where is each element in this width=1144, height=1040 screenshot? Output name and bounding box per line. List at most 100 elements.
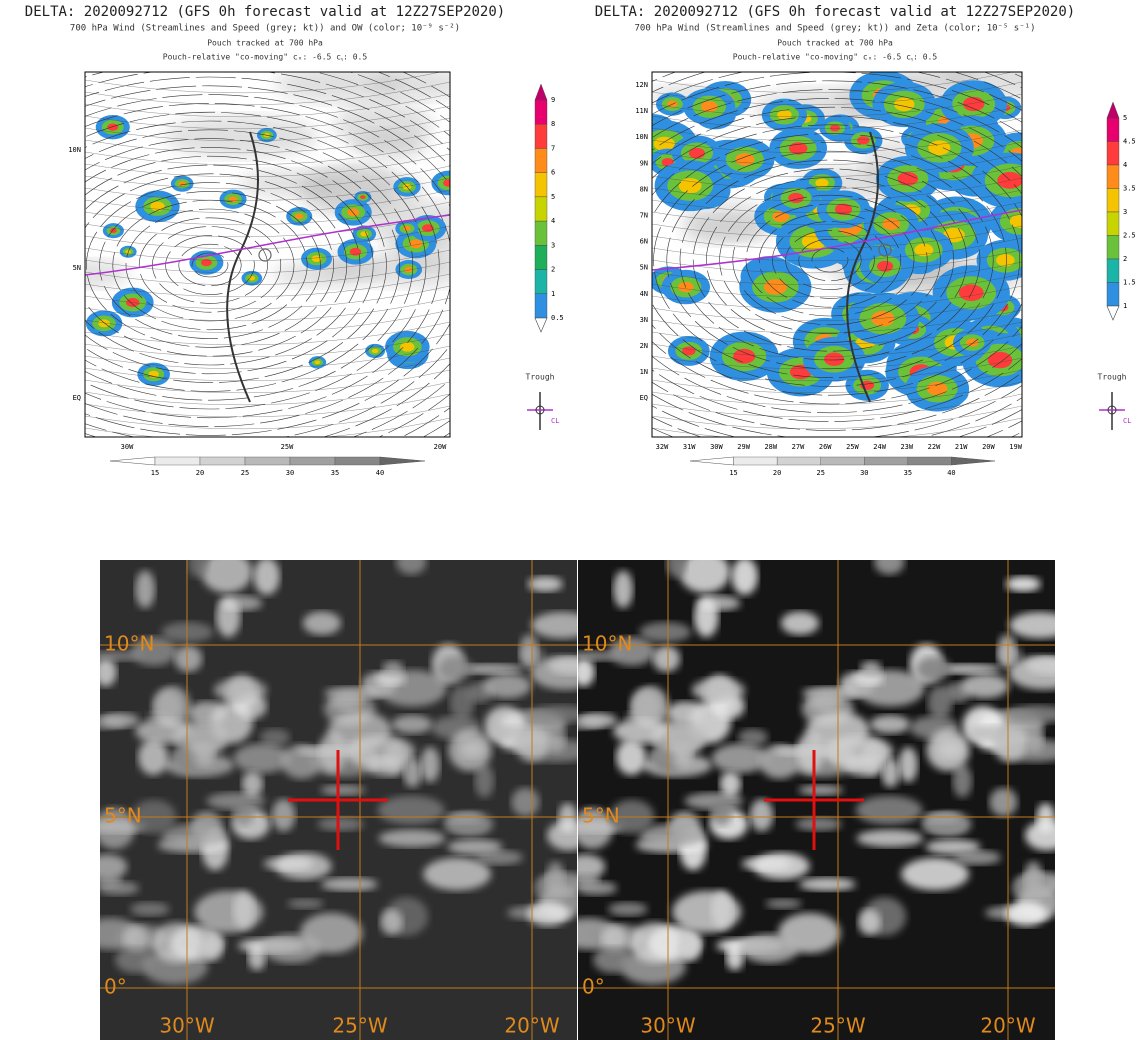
lon-label: 25°W <box>332 1014 387 1038</box>
cloud <box>799 877 855 891</box>
vorticity-blob <box>347 208 359 216</box>
cloud <box>966 725 1031 741</box>
vorticity-blob <box>409 239 422 248</box>
speedbar-segment <box>335 457 380 465</box>
colorbar-segment <box>1107 118 1119 142</box>
cloud <box>186 723 229 754</box>
speedbar-label: 30 <box>286 469 294 477</box>
cloud <box>475 850 523 865</box>
speedbar-right <box>951 457 995 465</box>
vorticity-blob <box>830 125 840 132</box>
lat-label: 10°N <box>582 632 632 656</box>
cloud <box>870 715 911 734</box>
cloud <box>664 723 707 754</box>
legend-title: Trough <box>1098 373 1127 382</box>
cloud <box>96 873 122 889</box>
cloud <box>646 751 676 761</box>
speedbar-segment <box>290 457 335 465</box>
cloud <box>640 622 692 642</box>
cloud <box>175 645 203 672</box>
colorbar-segment <box>1107 189 1119 213</box>
y-axis-label: EQ <box>640 394 648 402</box>
vorticity-blob <box>229 196 238 202</box>
vorticity-blob <box>701 101 718 112</box>
cloud <box>732 557 758 595</box>
cloud <box>233 799 255 826</box>
cloud <box>616 739 646 775</box>
colorbar-label: 7 <box>551 144 555 152</box>
speedbar-right <box>380 457 425 465</box>
colorbar-label: 1 <box>551 290 555 298</box>
speedbar-label: 40 <box>947 469 955 477</box>
cloud <box>558 803 577 833</box>
cloud <box>378 829 445 847</box>
cloud <box>928 685 953 720</box>
speedbar-label: 20 <box>196 469 204 477</box>
cloud <box>254 557 280 595</box>
speed-shade <box>239 170 341 198</box>
cloud <box>1009 656 1078 690</box>
cloud <box>1006 705 1070 723</box>
lat-label: 0° <box>104 975 127 999</box>
colorbar-segment <box>1107 236 1119 260</box>
speedbar-label: 35 <box>331 469 339 477</box>
cloud <box>262 934 320 963</box>
lon-label: 20°W <box>980 1014 1035 1038</box>
colorbar-label: 4 <box>1123 161 1127 169</box>
cloud <box>613 719 671 744</box>
cloud <box>448 729 491 771</box>
cloud <box>858 909 881 935</box>
cloud <box>392 715 433 734</box>
colorbar-label: 4 <box>551 217 555 225</box>
cloud <box>860 661 882 677</box>
figure: DELTA: 2020092712 (GFS 0h forecast valid… <box>0 0 1144 1040</box>
speedbar-label: 15 <box>729 469 737 477</box>
cloud <box>694 597 718 637</box>
legend-title: Trough <box>526 373 555 382</box>
y-axis-label: 4N <box>640 290 648 298</box>
cloud <box>997 634 1016 668</box>
cloud <box>754 852 810 879</box>
x-axis-label: 25W <box>846 443 859 451</box>
y-axis-label: 2N <box>640 342 648 350</box>
cloud <box>989 788 1017 817</box>
vorticity-blob <box>882 218 900 230</box>
y-axis-label: 5N <box>73 264 81 272</box>
cloud <box>272 799 295 832</box>
cloud <box>330 694 363 711</box>
lat-label: 5°N <box>104 804 142 828</box>
cloud <box>445 812 483 824</box>
cloud <box>653 645 681 672</box>
y-axis-label: 9N <box>640 159 648 167</box>
speedbar-segment <box>864 457 908 465</box>
cloud <box>1026 723 1044 753</box>
cloud <box>679 551 730 593</box>
panel-subtitle: 700 hPa Wind (Streamlines and Speed (gre… <box>635 24 1036 34</box>
speedbar-segment <box>155 457 200 465</box>
panel-subtitle: 700 hPa Wind (Streamlines and Speed (gre… <box>70 24 460 34</box>
cloud <box>1024 861 1043 896</box>
cloud <box>1006 902 1047 927</box>
x-axis-label: 30W <box>710 443 723 451</box>
x-axis-label: 29W <box>737 443 750 451</box>
speedbar-segment <box>777 457 821 465</box>
map <box>482 28 1144 492</box>
colorbar-segment <box>535 221 547 245</box>
cloud <box>692 679 745 702</box>
cloud <box>593 947 633 974</box>
cloud <box>961 674 1009 699</box>
colorbar-segment <box>535 245 547 269</box>
cloud <box>380 909 403 935</box>
cloud <box>234 744 291 774</box>
vorticity-blob <box>959 285 984 302</box>
vorticity-blob <box>777 110 792 120</box>
cloud <box>901 858 969 891</box>
vorticity-blob <box>963 97 984 111</box>
panel-title: DELTA: 2020092712 (GFS 0h forecast valid… <box>595 4 1075 20</box>
panel-note: Pouch-relative "co-moving" cₓ: -6.5 cᵧ: … <box>163 53 368 62</box>
map <box>0 33 558 497</box>
colorbar-segment <box>1107 165 1119 189</box>
satellite-image: 10°N5°N0°30°W25°W20°W <box>559 549 1078 1040</box>
vorticity-blob <box>988 352 1012 368</box>
speedbar-segment <box>200 457 245 465</box>
